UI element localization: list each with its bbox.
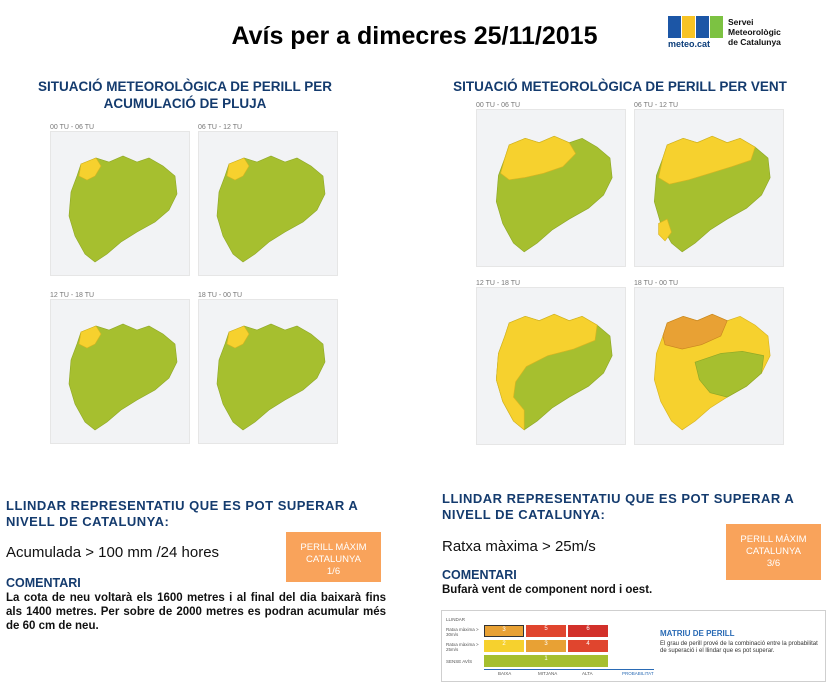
meteocat-logo: meteo.cat Servei Meteorològic de Catalun… bbox=[668, 16, 788, 56]
matrix-cell-wide: 1 bbox=[484, 655, 608, 667]
probability-axis bbox=[484, 669, 654, 670]
rain-panel-3: 12 TU - 18 TU bbox=[50, 292, 190, 444]
catalonia-map bbox=[634, 287, 784, 445]
catalonia-map-icon bbox=[68, 323, 178, 431]
matrix-cell: 6 bbox=[568, 625, 608, 637]
rain-comment-text: La cota de neu voltarà els 1600 metres i… bbox=[6, 592, 386, 632]
catalonia-map-icon bbox=[216, 323, 326, 431]
matrix-row-label: SENSE AVÍS bbox=[446, 659, 473, 664]
catalonia-map-icon bbox=[495, 135, 613, 253]
catalonia-map bbox=[50, 131, 190, 276]
wind-panel-4: 18 TU - 00 TU bbox=[634, 280, 784, 445]
matrix-col-label: BAIXA bbox=[498, 671, 512, 676]
danger-matrix: LLINDAR Ratxa màxima > 30m/s Ratxa màxim… bbox=[441, 610, 826, 682]
matrix-col-label: PROBABILITAT bbox=[622, 671, 654, 676]
wind-threshold-heading: LLINDAR REPRESENTATIU QUE ES POT SUPERAR… bbox=[442, 491, 795, 522]
catalonia-map bbox=[476, 287, 626, 445]
panel-time-label: 00 TU - 06 TU bbox=[50, 124, 95, 131]
wind-panel-2: 06 TU - 12 TU bbox=[634, 102, 784, 267]
rain-panel-2: 06 TU - 12 TU bbox=[198, 124, 338, 276]
matrix-cell: 4 bbox=[568, 640, 608, 652]
logo-squares-icon bbox=[668, 16, 723, 38]
wind-threshold-value: Ratxa màxima > 25m/s bbox=[442, 538, 596, 555]
catalonia-map bbox=[476, 109, 626, 267]
wind-comment-text: Bufarà vent de component nord i oest. bbox=[442, 584, 653, 596]
panel-time-label: 18 TU - 00 TU bbox=[198, 292, 243, 299]
rain-section-heading: SITUACIÓ METEOROLÒGICA DE PERILL PER ACU… bbox=[37, 79, 333, 111]
panel-time-label: 12 TU - 18 TU bbox=[50, 292, 95, 299]
rain-max-danger-badge: PERILL MÀXIM CATALUNYA 1/6 bbox=[286, 532, 381, 582]
matrix-col-label: ALTA bbox=[582, 671, 593, 676]
page-title: Avís per a dimecres 25/11/2015 bbox=[231, 22, 598, 50]
matrix-col-label: MITJANA bbox=[538, 671, 558, 676]
rain-threshold-value: Acumulada > 100 mm /24 hores bbox=[6, 544, 220, 561]
logo-brand: meteo.cat bbox=[668, 39, 711, 49]
rain-panel-1: 00 TU - 06 TU bbox=[50, 124, 190, 276]
panel-time-label: 00 TU - 06 TU bbox=[476, 102, 521, 109]
matrix-description: El grau de perill prové de la combinació… bbox=[660, 641, 818, 654]
matrix-row-label: Ratxa màxima > 30m/s bbox=[446, 627, 479, 637]
matrix-cell: 2 bbox=[484, 640, 524, 652]
logo-service-name: Servei Meteorològic de Catalunya bbox=[728, 17, 781, 47]
catalonia-map-icon bbox=[216, 155, 326, 263]
matrix-row-label: Ratxa màxima > 25m/s bbox=[446, 642, 479, 652]
catalonia-map-icon bbox=[495, 313, 613, 431]
wind-section-heading: SITUACIÓ METEOROLÒGICA DE PERILL PER VEN… bbox=[453, 79, 787, 94]
panel-time-label: 06 TU - 12 TU bbox=[198, 124, 243, 131]
catalonia-map bbox=[198, 299, 338, 444]
matrix-cell: 3 bbox=[526, 640, 566, 652]
matrix-cell: 3 bbox=[484, 625, 524, 637]
catalonia-map bbox=[634, 109, 784, 267]
catalonia-map bbox=[198, 131, 338, 276]
catalonia-map-icon bbox=[653, 135, 771, 253]
panel-time-label: 12 TU - 18 TU bbox=[476, 280, 521, 287]
rain-comment-heading: COMENTARI bbox=[6, 576, 81, 590]
rain-panel-4: 18 TU - 00 TU bbox=[198, 292, 338, 444]
wind-panel-1: 00 TU - 06 TU bbox=[476, 102, 626, 267]
panel-time-label: 06 TU - 12 TU bbox=[634, 102, 679, 109]
matrix-title: MATRIU DE PERILL bbox=[660, 629, 735, 638]
wind-max-danger-badge: PERILL MÀXIM CATALUNYA 3/6 bbox=[726, 524, 821, 580]
catalonia-map-icon bbox=[653, 313, 771, 431]
matrix-cell: 5 bbox=[526, 625, 566, 637]
matrix-row-label: LLINDAR bbox=[446, 617, 466, 622]
catalonia-map bbox=[50, 299, 190, 444]
wind-panel-3: 12 TU - 18 TU bbox=[476, 280, 626, 445]
catalonia-map-icon bbox=[68, 155, 178, 263]
wind-comment-heading: COMENTARI bbox=[442, 568, 517, 582]
rain-threshold-heading: LLINDAR REPRESENTATIU QUE ES POT SUPERAR… bbox=[6, 498, 359, 529]
panel-time-label: 18 TU - 00 TU bbox=[634, 280, 679, 287]
